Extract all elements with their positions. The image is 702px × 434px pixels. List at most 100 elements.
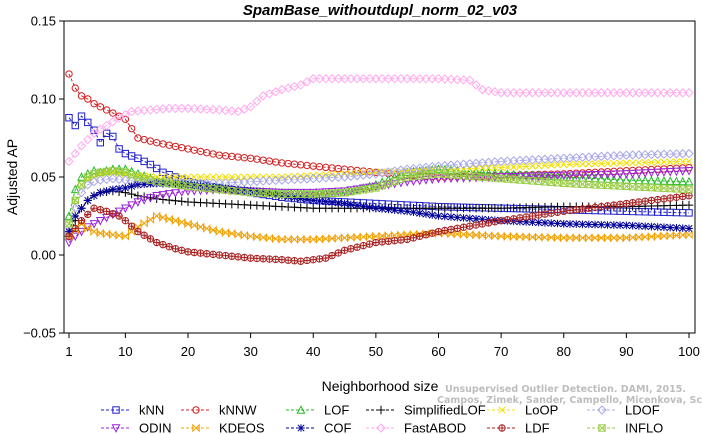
data-point: [510, 163, 518, 171]
data-point: [428, 211, 437, 219]
data-point: [566, 220, 574, 228]
legend-label: LDF: [525, 421, 550, 434]
data-point: [684, 200, 694, 210]
data-point: [221, 184, 230, 193]
data-point: [685, 185, 693, 194]
data-point: [478, 164, 486, 172]
data-point: [497, 164, 505, 172]
data-point: [459, 230, 468, 239]
data-point: [628, 169, 638, 179]
legend-item-knnw: kNNW: [181, 403, 257, 418]
data-point: [190, 181, 199, 190]
data-point: [145, 194, 155, 203]
data-point: [253, 254, 261, 263]
data-point: [653, 223, 662, 231]
data-point: [70, 148, 80, 159]
data-point: [359, 241, 368, 250]
data-point: [184, 173, 192, 181]
data-point: [678, 224, 687, 232]
data-point: [65, 232, 73, 240]
data-point: [322, 171, 330, 179]
data-point: [634, 88, 644, 98]
data-point: [102, 165, 111, 175]
data-point: [621, 170, 631, 179]
data-point: [596, 88, 607, 98]
data-point: [114, 113, 124, 123]
data-point: [659, 88, 669, 98]
data-point: [227, 106, 237, 116]
data-point: [71, 121, 79, 130]
y-axis: −0.05 0.00 0.05 0.10 0.15: [23, 14, 64, 341]
data-point: [196, 182, 205, 190]
data-point: [641, 222, 649, 231]
watermark-line-1: Unsupervised Outlier Detection. DAMI, 20…: [445, 384, 686, 395]
data-point: [415, 176, 425, 186]
data-point: [660, 195, 668, 203]
data-point: [540, 172, 550, 181]
data-point: [578, 160, 587, 168]
data-point: [622, 199, 631, 208]
data-point: [96, 206, 105, 214]
data-point: [440, 174, 450, 184]
data-point: [471, 80, 481, 90]
data-point: [271, 234, 280, 244]
data-point: [446, 165, 456, 174]
data-point: [466, 222, 474, 230]
data-point: [284, 173, 292, 181]
watermark-line-2: Campos, Zimek, Sander, Campello, Micenko…: [437, 395, 702, 406]
data-point: [108, 173, 118, 184]
data-point: [665, 88, 675, 98]
data-point: [522, 213, 530, 221]
data-point: [478, 215, 487, 224]
data-point: [534, 172, 544, 181]
data-point: [453, 224, 461, 233]
x-tick-label: 90: [619, 344, 633, 359]
data-point: [114, 174, 124, 185]
data-point: [196, 173, 205, 181]
data-point: [509, 232, 518, 241]
data-point: [672, 158, 681, 166]
data-point: [278, 173, 286, 181]
data-point: [327, 74, 337, 84]
data-point: [170, 103, 181, 114]
data-point: [71, 212, 80, 220]
data-point: [296, 194, 305, 203]
legend: kNN kNNW LOF SimplifiedLOF LoOP LDOF ODIN KDEOS…: [101, 403, 663, 434]
data-point: [422, 210, 430, 218]
data-point: [472, 215, 480, 223]
data-point: [178, 246, 186, 255]
data-point: [402, 177, 412, 187]
data-point: [77, 204, 86, 212]
data-point: [195, 104, 206, 114]
data-point: [521, 170, 531, 179]
data-point: [371, 74, 381, 84]
data-point: [646, 88, 657, 98]
data-point: [190, 220, 198, 230]
legend-label: kNNW: [219, 403, 257, 418]
data-point: [503, 163, 511, 171]
data-point: [184, 219, 192, 229]
data-point: [603, 181, 612, 190]
data-point: [108, 116, 118, 127]
data-point: [678, 88, 688, 98]
legend-item-ldof: LDOF: [587, 403, 660, 418]
x-axis-label: Neighborhood size: [322, 378, 439, 394]
legend-label: FastABOD: [404, 421, 466, 434]
data-point: [546, 172, 556, 181]
data-point: [120, 109, 131, 120]
data-point: [297, 257, 305, 265]
data-point: [547, 209, 555, 217]
legend-label: LOF: [324, 403, 349, 418]
data-point: [684, 88, 694, 98]
data-point: [109, 109, 117, 117]
data-point: [208, 104, 218, 115]
data-point: [384, 205, 393, 214]
data-point: [609, 88, 619, 98]
data-point: [77, 227, 86, 237]
data-point: [434, 227, 443, 236]
data-point: [484, 219, 493, 227]
data-point: [527, 88, 538, 98]
data-point: [522, 162, 530, 170]
legend-label: kNN: [139, 403, 164, 418]
data-point: [89, 128, 99, 139]
